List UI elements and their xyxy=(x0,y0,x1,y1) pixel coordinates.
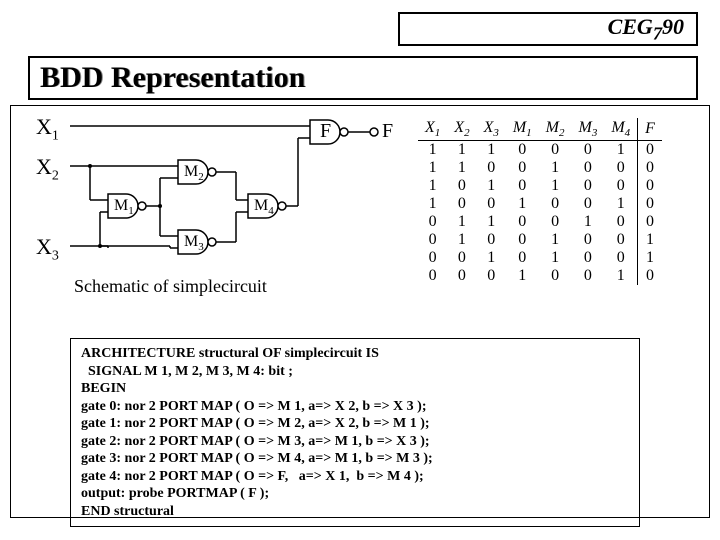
table-cell: 0 xyxy=(506,141,539,160)
table-cell: 1 xyxy=(604,267,637,285)
gate-label-m2: M2 xyxy=(184,163,204,183)
truth-table-header: M3 xyxy=(572,118,605,141)
table-cell: 0 xyxy=(572,267,605,285)
table-cell: 1 xyxy=(638,231,662,249)
slide-title-box: BDD Representation xyxy=(28,56,698,100)
truth-table-header-row: X1X2X3M1M2M3M4F xyxy=(418,118,662,141)
truth-table: X1X2X3M1M2M3M4F 111000101100100010101000… xyxy=(418,118,662,285)
truth-table-header: X2 xyxy=(447,118,476,141)
table-cell: 0 xyxy=(604,231,637,249)
table-cell: 0 xyxy=(572,141,605,160)
table-cell: 0 xyxy=(539,195,572,213)
table-cell: 1 xyxy=(604,195,637,213)
truth-table-header: M2 xyxy=(539,118,572,141)
table-cell: 1 xyxy=(447,159,476,177)
table-cell: 1 xyxy=(477,249,506,267)
table-cell: 0 xyxy=(638,141,662,160)
table-cell: 0 xyxy=(572,177,605,195)
table-cell: 1 xyxy=(638,249,662,267)
table-cell: 1 xyxy=(447,141,476,160)
input-label-x1: X1 xyxy=(36,114,59,144)
table-cell: 1 xyxy=(418,159,447,177)
table-cell: 1 xyxy=(418,195,447,213)
table-cell: 1 xyxy=(572,213,605,231)
table-cell: 1 xyxy=(539,231,572,249)
table-cell: 0 xyxy=(638,177,662,195)
table-cell: 0 xyxy=(506,249,539,267)
table-cell: 0 xyxy=(477,195,506,213)
table-cell: 0 xyxy=(418,249,447,267)
table-cell: 1 xyxy=(447,213,476,231)
table-cell: 0 xyxy=(572,195,605,213)
table-cell: 1 xyxy=(477,177,506,195)
table-row: 00010010 xyxy=(418,267,662,285)
table-row: 10010010 xyxy=(418,195,662,213)
table-cell: 0 xyxy=(539,213,572,231)
table-cell: 1 xyxy=(418,141,447,160)
table-cell: 0 xyxy=(638,195,662,213)
gate-label-m4: M4 xyxy=(254,197,274,217)
schematic-diagram: X1 X2 X3 M1 M2 M3 M4 F F Schematic of si… xyxy=(30,108,390,308)
table-cell: 0 xyxy=(506,159,539,177)
gate-label-m1: M1 xyxy=(114,197,134,217)
table-cell: 1 xyxy=(539,159,572,177)
table-cell: 0 xyxy=(638,159,662,177)
truth-table-body: 1110001011001000101010001001001001100100… xyxy=(418,141,662,286)
table-cell: 0 xyxy=(477,159,506,177)
table-row: 11100010 xyxy=(418,141,662,160)
table-cell: 0 xyxy=(604,159,637,177)
table-row: 01100100 xyxy=(418,213,662,231)
truth-table-header: M1 xyxy=(506,118,539,141)
table-cell: 1 xyxy=(418,177,447,195)
table-cell: 0 xyxy=(572,231,605,249)
table-cell: 1 xyxy=(477,141,506,160)
slide-title: BDD Representation xyxy=(40,61,305,95)
table-cell: 1 xyxy=(539,249,572,267)
truth-table-header: X1 xyxy=(418,118,447,141)
output-label-f: F xyxy=(382,120,393,143)
table-cell: 0 xyxy=(572,249,605,267)
table-cell: 0 xyxy=(638,267,662,285)
table-cell: 1 xyxy=(506,195,539,213)
gate-label-f: F xyxy=(320,120,331,143)
table-cell: 0 xyxy=(418,267,447,285)
table-cell: 0 xyxy=(447,195,476,213)
table-cell: 0 xyxy=(506,213,539,231)
input-label-x3: X3 xyxy=(36,234,59,264)
course-code: CEG790 xyxy=(608,14,684,44)
table-row: 01001001 xyxy=(418,231,662,249)
input-label-x2: X2 xyxy=(36,154,59,184)
truth-table-header: M4 xyxy=(604,118,637,141)
table-cell: 0 xyxy=(418,231,447,249)
table-cell: 0 xyxy=(447,177,476,195)
table-cell: 0 xyxy=(447,249,476,267)
table-cell: 0 xyxy=(506,177,539,195)
table-cell: 1 xyxy=(477,213,506,231)
schematic-caption: Schematic of simplecircuit xyxy=(74,276,267,297)
table-cell: 0 xyxy=(477,231,506,249)
table-cell: 0 xyxy=(539,267,572,285)
gate-label-m3: M3 xyxy=(184,233,204,253)
vhdl-code-box: ARCHITECTURE structural OF simplecircuit… xyxy=(70,338,640,527)
truth-table-header: F xyxy=(638,118,662,141)
truth-table-header: X3 xyxy=(477,118,506,141)
table-cell: 0 xyxy=(477,267,506,285)
table-cell: 1 xyxy=(604,141,637,160)
table-cell: 1 xyxy=(539,177,572,195)
table-cell: 1 xyxy=(506,267,539,285)
table-cell: 0 xyxy=(418,213,447,231)
table-cell: 0 xyxy=(539,141,572,160)
table-row: 00101001 xyxy=(418,249,662,267)
table-row: 11001000 xyxy=(418,159,662,177)
table-cell: 0 xyxy=(506,231,539,249)
table-cell: 1 xyxy=(447,231,476,249)
table-cell: 0 xyxy=(604,249,637,267)
table-cell: 0 xyxy=(638,213,662,231)
table-row: 10101000 xyxy=(418,177,662,195)
table-cell: 0 xyxy=(604,177,637,195)
table-cell: 0 xyxy=(604,213,637,231)
table-cell: 0 xyxy=(447,267,476,285)
table-cell: 0 xyxy=(572,159,605,177)
course-code-box: CEG790 xyxy=(398,12,698,46)
